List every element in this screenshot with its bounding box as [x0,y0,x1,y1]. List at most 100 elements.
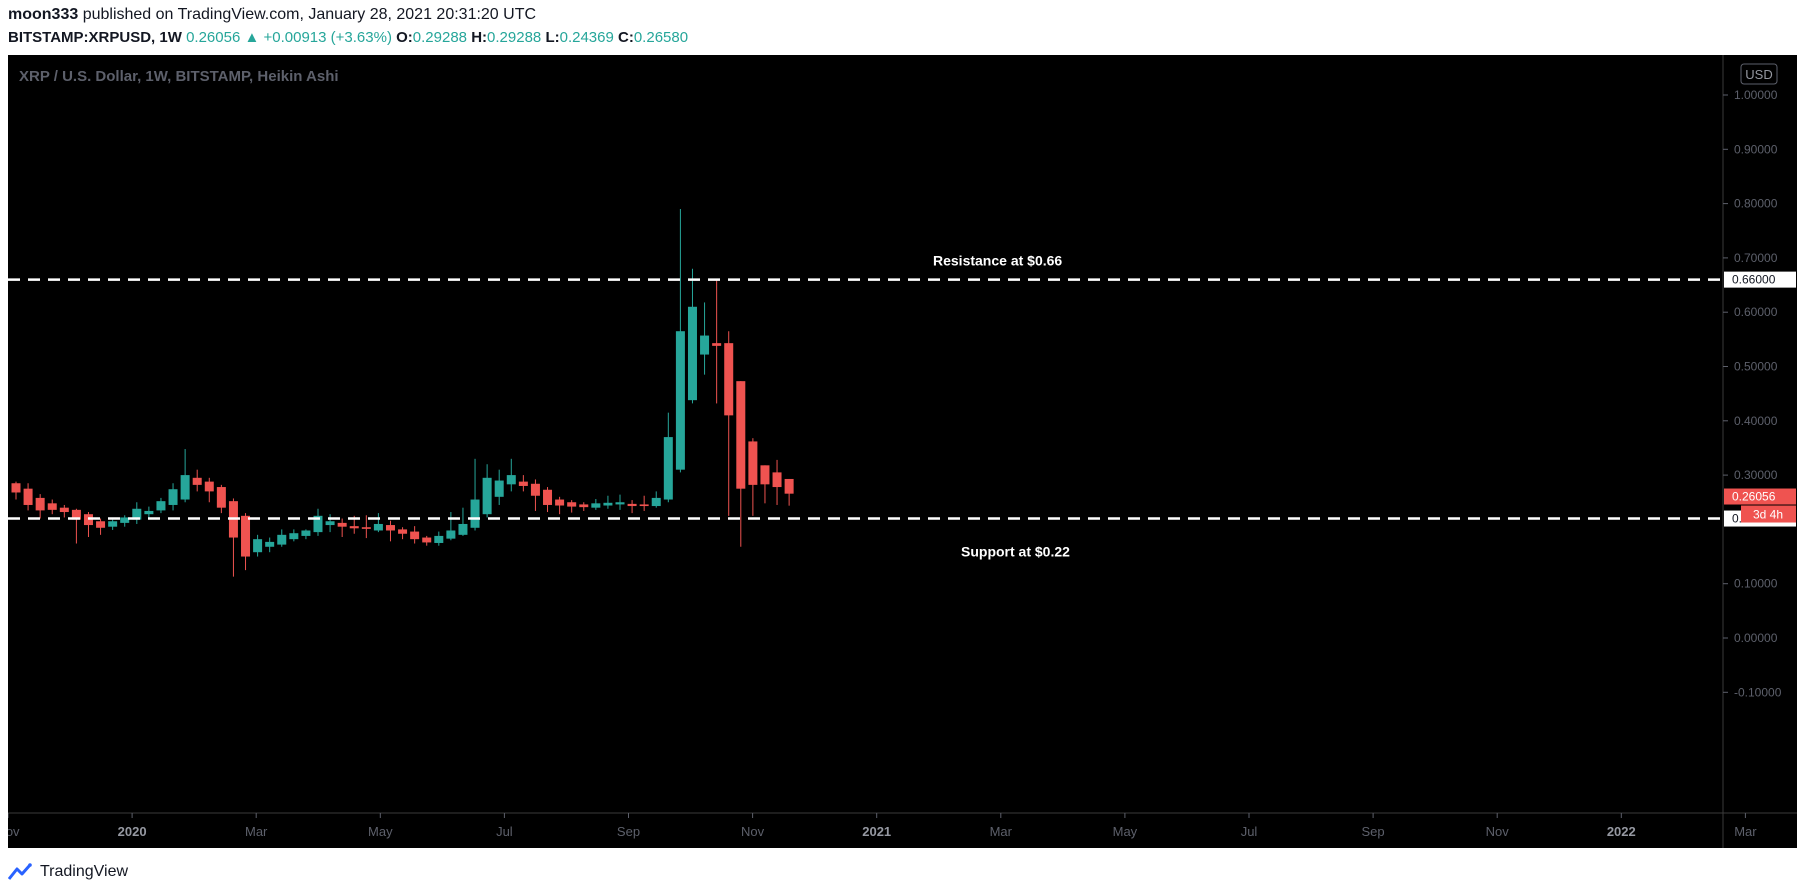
high-label: H: [471,29,488,46]
candle [71,508,81,544]
y-tick-label: 1.00000 [1734,88,1778,102]
candle [265,537,275,553]
candle [301,529,311,540]
x-tick-label: Nov [8,824,20,839]
tradingview-brand[interactable]: TradingView [40,863,129,880]
y-tick-label: 0.00000 [1734,631,1778,645]
candle [23,483,33,511]
candle [675,209,685,473]
candle [651,491,661,508]
open-label: O: [396,29,413,46]
candle [361,515,371,539]
candle [615,494,625,510]
candle [458,507,468,536]
time-axis[interactable]: Nov 2020 Mar May Jul Sep Nov 2021 Mar May Jul Sep No… [0,813,1757,839]
currency-badge-text: USD [1745,67,1772,82]
candle [748,438,758,516]
svg-text:0.66000: 0.66000 [1732,273,1776,287]
price-line-label: 0.66000 [1724,271,1796,288]
chart-area[interactable]: Resistance at $0.66 Support at $0.22 1.00… [0,55,1797,848]
candle [591,498,601,510]
published-text: published on TradingView.com, January 28… [82,6,537,23]
x-tick-label: Jul [496,824,513,839]
footer: TradingView [8,860,128,884]
candle [410,526,420,544]
candle [313,508,323,536]
candle [663,412,673,503]
candle [253,534,263,557]
price-change: +0.00913 (+3.63%) [263,29,392,46]
candle [168,483,178,511]
y-tick-label: 0.50000 [1734,360,1778,374]
low-label: L: [545,29,560,46]
horizontal-lines-group: Resistance at $0.66 Support at $0.22 [8,253,1723,560]
x-tick-label: 2022 [1607,824,1636,839]
publish-info: moon333 published on TradingView.com, Ja… [8,6,536,24]
candle [712,278,722,404]
candle [760,465,770,504]
last-price-label: 0.26056 [1724,488,1796,505]
x-tick-label: May [368,824,393,839]
candle [385,520,395,542]
x-tick-label: May [1113,824,1138,839]
candle [35,494,45,519]
x-tick-label: Nov [1486,824,1510,839]
candle [543,487,553,513]
candle [579,502,589,511]
candle [434,531,444,546]
y-tick-label: 0.90000 [1734,142,1778,156]
symbol-info: BITSTAMP:XRPUSD, 1W 0.26056 ▲ +0.00913 (… [8,29,688,46]
y-tick-label: 0.60000 [1734,305,1778,319]
author-name[interactable]: moon333 [8,6,79,23]
candle [289,529,299,542]
currency-badge[interactable]: USD [1740,63,1778,85]
candle [337,518,347,538]
countdown-text: 3d 4h [1753,508,1783,522]
low-value: 0.24369 [559,29,614,46]
candle [530,479,540,511]
candle [180,449,190,503]
candle [277,529,287,547]
candle [482,464,492,518]
candle [555,496,565,515]
chart-svg[interactable]: Resistance at $0.66 Support at $0.22 1.00… [0,55,1797,848]
candle [47,499,57,515]
candle [506,458,516,492]
candle [241,513,251,571]
open-value: 0.29288 [412,29,468,46]
y-tick-label: 0.10000 [1734,577,1778,591]
last-price: 0.26056 [186,29,241,46]
candle [204,477,214,503]
candle [639,495,649,511]
price-axis[interactable]: 1.00000 0.90000 0.80000 0.70000 0.60000 0.500… [1723,88,1796,699]
candle [772,459,782,505]
candle [59,504,69,518]
candle [724,331,734,516]
y-tick-label: 0.30000 [1734,468,1778,482]
support-label: Support at $0.22 [961,544,1070,560]
y-tick-label: 0.70000 [1734,251,1778,265]
x-tick-label: Nov [741,824,765,839]
candle [736,381,746,547]
x-tick-label: Mar [1734,824,1757,839]
y-tick-label: -0.10000 [1734,685,1782,699]
candle [325,514,335,533]
candle [216,484,226,514]
candle [518,475,528,492]
x-tick-label: Sep [617,824,640,839]
svg-text:0.26056: 0.26056 [1732,490,1776,504]
close-value: 0.26580 [633,29,689,46]
x-tick-label: Jul [1241,824,1258,839]
candle [192,469,202,492]
high-value: 0.29288 [487,29,542,46]
candle [144,506,154,519]
countdown-badge: 3d 4h [1741,505,1796,523]
candle [11,481,21,500]
candle [494,469,504,505]
x-tick-label: 2020 [118,824,147,839]
candle [784,478,794,506]
chart-title: XRP / U.S. Dollar, 1W, BITSTAMP, Heikin … [19,68,339,85]
close-label: C: [618,29,634,46]
candle [627,500,637,514]
candle [687,268,697,404]
